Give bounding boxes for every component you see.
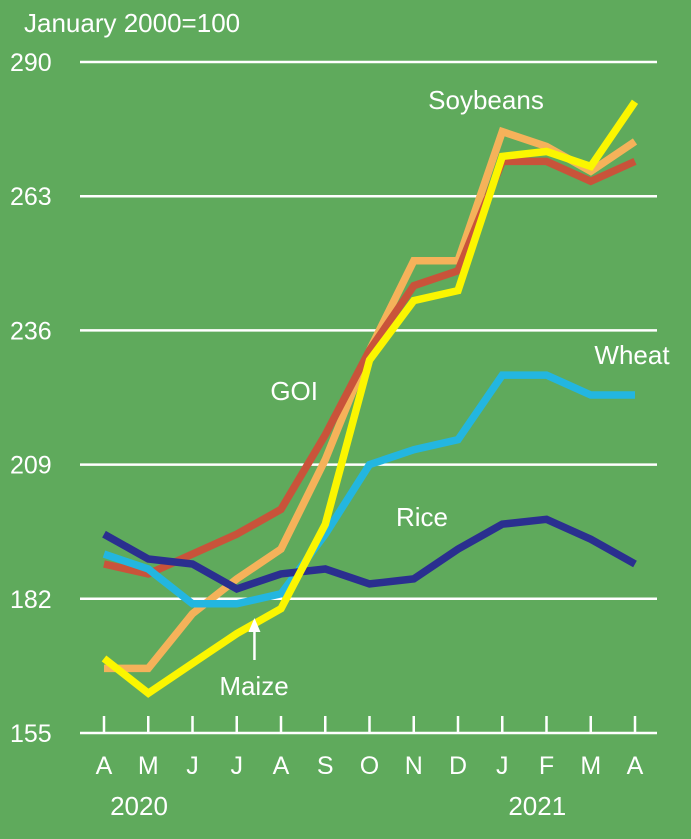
x-tick-label: J [231, 752, 244, 780]
x-tick-label: J [186, 752, 199, 780]
y-axis-label: January 2000=100 [24, 8, 240, 38]
x-tick-label: F [539, 752, 554, 780]
x-tick-label: O [360, 752, 379, 780]
series-labels: Soybeans GOI Wheat Rice Maize [219, 85, 670, 701]
series-line-goi [103, 157, 637, 578]
series-line-wheat [102, 371, 635, 608]
series-label-wheat: Wheat [594, 340, 670, 370]
x-tick-label: J [496, 752, 509, 780]
x-tick-label: M [138, 752, 159, 780]
x-tick-label: M [580, 752, 601, 780]
x-tick-label: D [449, 752, 467, 780]
series-label-goi: GOI [270, 376, 318, 406]
y-tick-label: 182 [10, 586, 52, 614]
x-tick-label: A [273, 752, 290, 780]
series-lines [101, 99, 639, 698]
series-line-maize [101, 99, 639, 698]
y-tick-labels: 290 263 236 209 182 155 [10, 49, 52, 748]
maize-arrow-head [248, 618, 261, 632]
y-tick-label: 209 [10, 452, 52, 480]
y-tick-label: 155 [10, 720, 52, 748]
series-label-rice: Rice [396, 502, 448, 532]
x-tick-label: S [317, 752, 334, 780]
x-tick-label: A [627, 752, 644, 780]
series-label-maize: Maize [219, 671, 288, 701]
x-tick-label: N [405, 752, 423, 780]
series-label-soybeans: Soybeans [428, 85, 544, 115]
year-label: 2020 [110, 791, 168, 821]
series-line-rice [102, 515, 637, 593]
y-tick-label: 290 [10, 49, 52, 77]
annotations [248, 618, 261, 660]
year-label: 2021 [508, 791, 566, 821]
y-tick-label: 263 [10, 183, 52, 211]
y-tick-label: 236 [10, 317, 52, 345]
x-tick-label: A [96, 752, 113, 780]
